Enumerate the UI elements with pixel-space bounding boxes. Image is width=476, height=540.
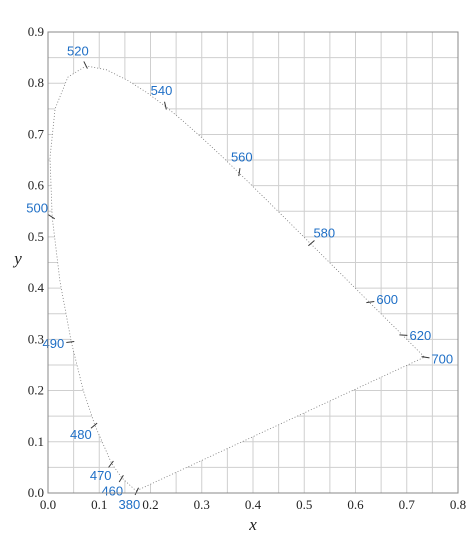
x-tick-label: 0.4: [245, 497, 262, 512]
wavelength-tick: [366, 300, 375, 304]
y-tick-label: 0.3: [28, 331, 44, 346]
x-axis-label: x: [248, 515, 257, 534]
wavelength-label: 540: [151, 83, 173, 98]
wavelength-label: 480: [70, 427, 92, 442]
x-tick-label: 0.2: [142, 497, 158, 512]
wavelength-label: 580: [313, 225, 335, 240]
y-tick-label: 0.7: [28, 126, 45, 141]
wavelength-label: 500: [26, 201, 48, 216]
wavelength-tick: [134, 487, 139, 496]
y-axis-label: y: [12, 249, 22, 268]
wavelength-label: 700: [431, 352, 453, 367]
wavelength-label: 490: [43, 336, 65, 351]
wavelength-tick: [164, 101, 167, 110]
wavelength-label: 600: [376, 292, 398, 307]
wavelength-tick: [118, 474, 124, 483]
wavelength-label: 380: [119, 497, 141, 512]
x-tick-label: 0.0: [40, 497, 56, 512]
wavelength-label: 520: [67, 44, 89, 59]
y-tick-label: 0.8: [28, 75, 44, 90]
x-tick-label: 0.7: [399, 497, 416, 512]
wavelength-label: 620: [410, 328, 432, 343]
y-tick-label: 0.5: [28, 229, 44, 244]
wavelength-tick: [66, 341, 75, 344]
wavelength-tick: [238, 168, 241, 177]
x-tick-label: 0.5: [296, 497, 312, 512]
wavelength-label: 470: [90, 468, 112, 483]
wavelength-tick: [90, 422, 98, 429]
x-tick-label: 0.3: [194, 497, 210, 512]
y-tick-label: 0.4: [28, 280, 45, 295]
wavelength-tick: [421, 356, 430, 359]
y-tick-label: 0.6: [28, 178, 45, 193]
wavelength-tick: [308, 240, 315, 247]
wavelength-label: 560: [231, 149, 253, 164]
wavelength-label: 460: [101, 483, 123, 498]
x-tick-label: 0.6: [347, 497, 364, 512]
wavelength-tick: [83, 61, 88, 69]
spectral-locus-curve: [49, 65, 426, 491]
y-tick-label: 0.0: [28, 485, 44, 500]
spectral-locus: [49, 65, 426, 491]
x-tick-label: 0.8: [450, 497, 466, 512]
x-tick-label: 0.1: [91, 497, 107, 512]
plot-frame: [47, 31, 459, 494]
wavelength-tick: [47, 214, 55, 220]
y-tick-label: 0.1: [28, 434, 44, 449]
axis-ticks: 0.0 0.1 0.2 0.3 0.4 0.5 0.6 0.7 0.8 0.0 0.1 0.2 0.3 0…: [28, 24, 466, 512]
y-tick-label: 0.2: [28, 383, 44, 398]
wavelength-tick: [108, 460, 114, 468]
y-tick-label: 0.9: [28, 24, 44, 39]
